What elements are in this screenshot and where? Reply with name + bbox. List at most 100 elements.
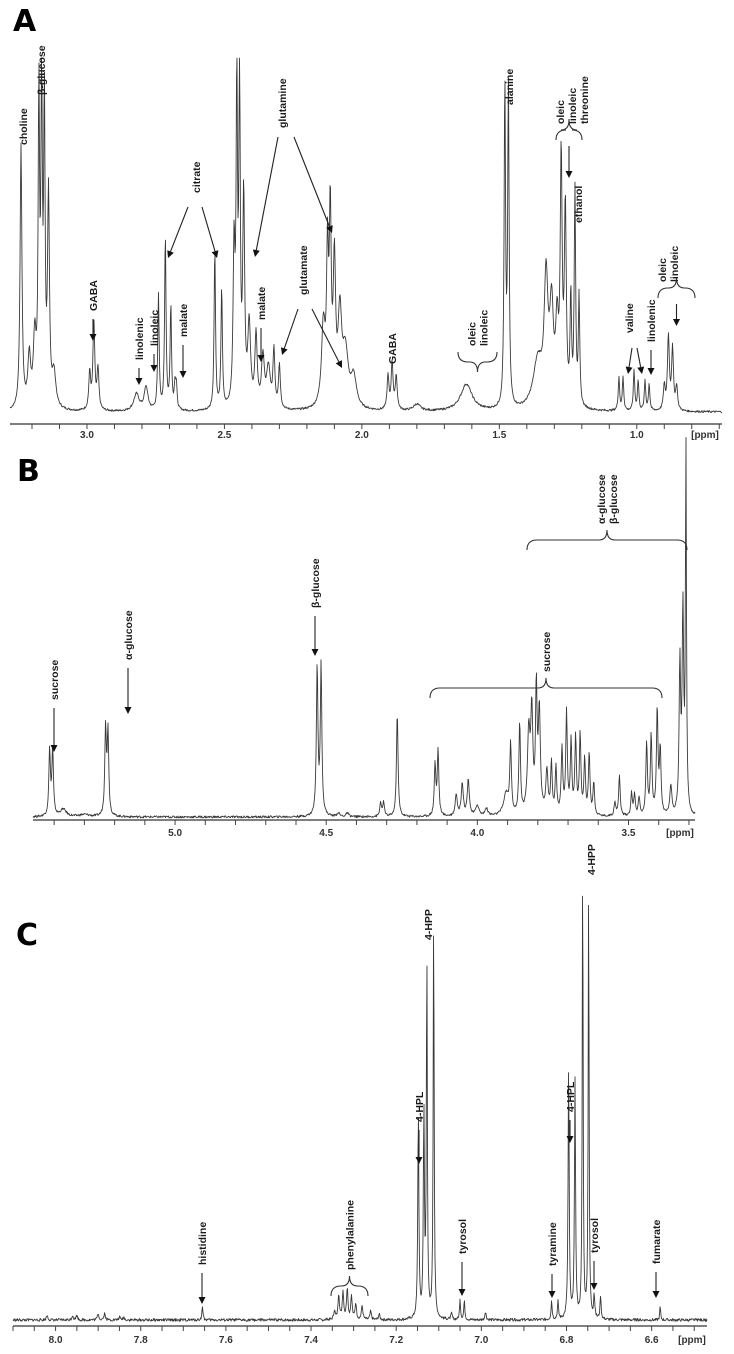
annotation-label: α-glucose xyxy=(123,610,135,660)
annotation-label: glutamine xyxy=(277,78,289,128)
annotation-label: linoleic xyxy=(669,246,681,282)
x-axis: 5.0 4.5 4.0 3.5 [ppm] xyxy=(33,819,695,839)
annotation-label: GABA xyxy=(88,280,100,311)
panel-letter-a: A xyxy=(13,4,37,39)
annotation-label: tyrosol xyxy=(589,1218,601,1253)
annotation: 4-HPP xyxy=(423,909,435,940)
annotation: valine xyxy=(624,303,645,374)
annotation-label: linoleic xyxy=(149,310,161,346)
annotation: GABA xyxy=(387,333,399,364)
annotation: linolenic xyxy=(646,299,658,375)
annotation: oleic linoleic threonine xyxy=(555,76,591,178)
annotation: β-glucose xyxy=(310,558,322,656)
annotation: glutamate xyxy=(280,245,342,368)
spectrum-plot-b: 5.0 4.5 4.0 3.5 [ppm]sucroseα-glucoseβ-gluco… xyxy=(32,437,696,839)
annotation: fumarate xyxy=(651,1219,663,1298)
panel-a: A 3.0 2.5 2.0 1.5 1.0 [ppm] choline β-glucose GA… xyxy=(0,0,734,441)
annotation-label: GABA xyxy=(387,333,399,364)
x-tick-label: 6.6 xyxy=(645,1335,659,1346)
annotation-label: sucrose xyxy=(49,660,61,700)
annotation: phenylalanine xyxy=(330,1200,369,1297)
x-axis-unit-label: [ppm] xyxy=(691,430,719,441)
annotation-label: ethanol xyxy=(573,186,585,223)
annotation-label: tyrosol xyxy=(457,1219,469,1254)
annotation: linoleic xyxy=(149,310,161,372)
annotation: histidine xyxy=(197,1222,209,1304)
annotation: choline xyxy=(18,108,30,145)
x-tick-label: 7.8 xyxy=(134,1335,148,1346)
annotation-label: alanine xyxy=(504,69,516,105)
x-axis-unit-label: [ppm] xyxy=(666,828,694,839)
annotation: α-glucose xyxy=(123,610,135,714)
annotations: histidine phenylalanine 4-HPL 4-HPP tyrosol t… xyxy=(197,844,663,1304)
annotation: oleic linoleic xyxy=(657,246,696,326)
annotation-label: α-glucose xyxy=(596,474,608,524)
annotation-label: β-glucose xyxy=(36,45,48,95)
x-tick-label: 7.6 xyxy=(219,1335,233,1346)
panel-letter-c: C xyxy=(16,918,39,953)
x-tick-label: 7.2 xyxy=(389,1335,403,1346)
x-tick-label: 3.0 xyxy=(80,430,94,441)
annotation-label: tyramine xyxy=(547,1222,559,1266)
annotation-label: β-glucose xyxy=(310,558,322,608)
spectrum-trace xyxy=(9,57,723,414)
annotation: 4-HPL xyxy=(565,1081,577,1143)
x-tick-label: 1.5 xyxy=(492,430,506,441)
annotation: oleic linoleic xyxy=(457,310,498,373)
x-tick-label: 7.4 xyxy=(304,1335,318,1346)
annotation-label: citrate xyxy=(191,161,203,193)
annotation-label: histidine xyxy=(197,1222,209,1265)
annotation-label: valine xyxy=(624,303,636,333)
x-axis: 8.0 7.8 7.6 7.4 7.2 7.0 6.8 6.6 [ppm] xyxy=(12,1325,707,1346)
annotation-label: threonine xyxy=(579,76,591,124)
annotation: sucrose xyxy=(429,632,663,699)
spectrum-plot-c: 8.0 7.8 7.6 7.4 7.2 7.0 6.8 6.6 [ppm] histidine ph… xyxy=(12,844,708,1346)
panel-letter-b: B xyxy=(17,454,40,489)
annotation: citrate xyxy=(167,161,219,258)
annotation: ethanol xyxy=(573,186,585,223)
x-axis-unit-label: [ppm] xyxy=(678,1335,706,1346)
annotation-label: oleic xyxy=(657,258,669,282)
annotations: sucroseα-glucoseβ-glucosesucroseα-glucos… xyxy=(49,474,688,752)
annotation: tyrosol xyxy=(589,1218,601,1290)
annotation-label: β-glucose xyxy=(608,474,620,524)
annotation-label: sucrose xyxy=(541,632,553,672)
x-tick-label: 4.5 xyxy=(319,828,333,839)
annotation-label: 4-HPP xyxy=(423,909,435,940)
annotation-label: malate xyxy=(178,304,190,337)
annotation: β-glucose xyxy=(36,45,48,95)
annotation: glutamine xyxy=(252,78,333,257)
x-tick-label: 3.5 xyxy=(622,828,636,839)
annotation: tyramine xyxy=(547,1222,559,1298)
annotation-label: fumarate xyxy=(651,1219,663,1264)
annotation-label: malate xyxy=(256,287,268,320)
x-axis: 3.0 2.5 2.0 1.5 1.0 [ppm] xyxy=(10,423,722,441)
x-tick-label: 8.0 xyxy=(49,1335,63,1346)
panel-b: B 5.0 4.5 4.0 3.5 [ppm] sucrose α-glucose β-glu… xyxy=(0,437,734,840)
annotation-label: linoleic xyxy=(567,88,579,124)
spectrum-plot-a: 3.0 2.5 2.0 1.5 1.0 [ppm] choline β-glucose GABA… xyxy=(9,45,723,441)
annotation-label: 4-HPP xyxy=(586,844,598,875)
x-tick-label: 5.0 xyxy=(168,828,182,839)
spectrum-trace xyxy=(32,437,696,819)
annotation: linolenic xyxy=(134,317,146,385)
spectrum-trace xyxy=(12,895,708,1322)
annotation: tyrosol xyxy=(457,1219,469,1296)
annotation: alanine xyxy=(504,69,516,105)
annotation: GABA xyxy=(88,280,100,341)
x-tick-label: 1.0 xyxy=(630,430,644,441)
x-tick-label: 6.8 xyxy=(560,1335,574,1346)
annotation-label: linoleic xyxy=(479,310,491,346)
panel-c: C 8.0 7.8 7.6 7.4 7.2 7.0 6.8 6.6 [ppm] histidine… xyxy=(0,840,734,1354)
annotation-label: choline xyxy=(18,108,30,145)
x-tick-label: 2.5 xyxy=(217,430,231,441)
x-tick-label: 7.0 xyxy=(474,1335,488,1346)
annotation-label: glutamate xyxy=(298,245,310,295)
annotation: 4-HPL xyxy=(414,1091,426,1164)
annotation: malate xyxy=(256,287,268,362)
annotation-label: linolenic xyxy=(646,299,658,342)
annotation: sucrose xyxy=(49,660,61,752)
x-tick-label: 2.0 xyxy=(355,430,369,441)
annotation: malate xyxy=(178,304,190,378)
annotation-label: 4-HPL xyxy=(414,1091,426,1122)
